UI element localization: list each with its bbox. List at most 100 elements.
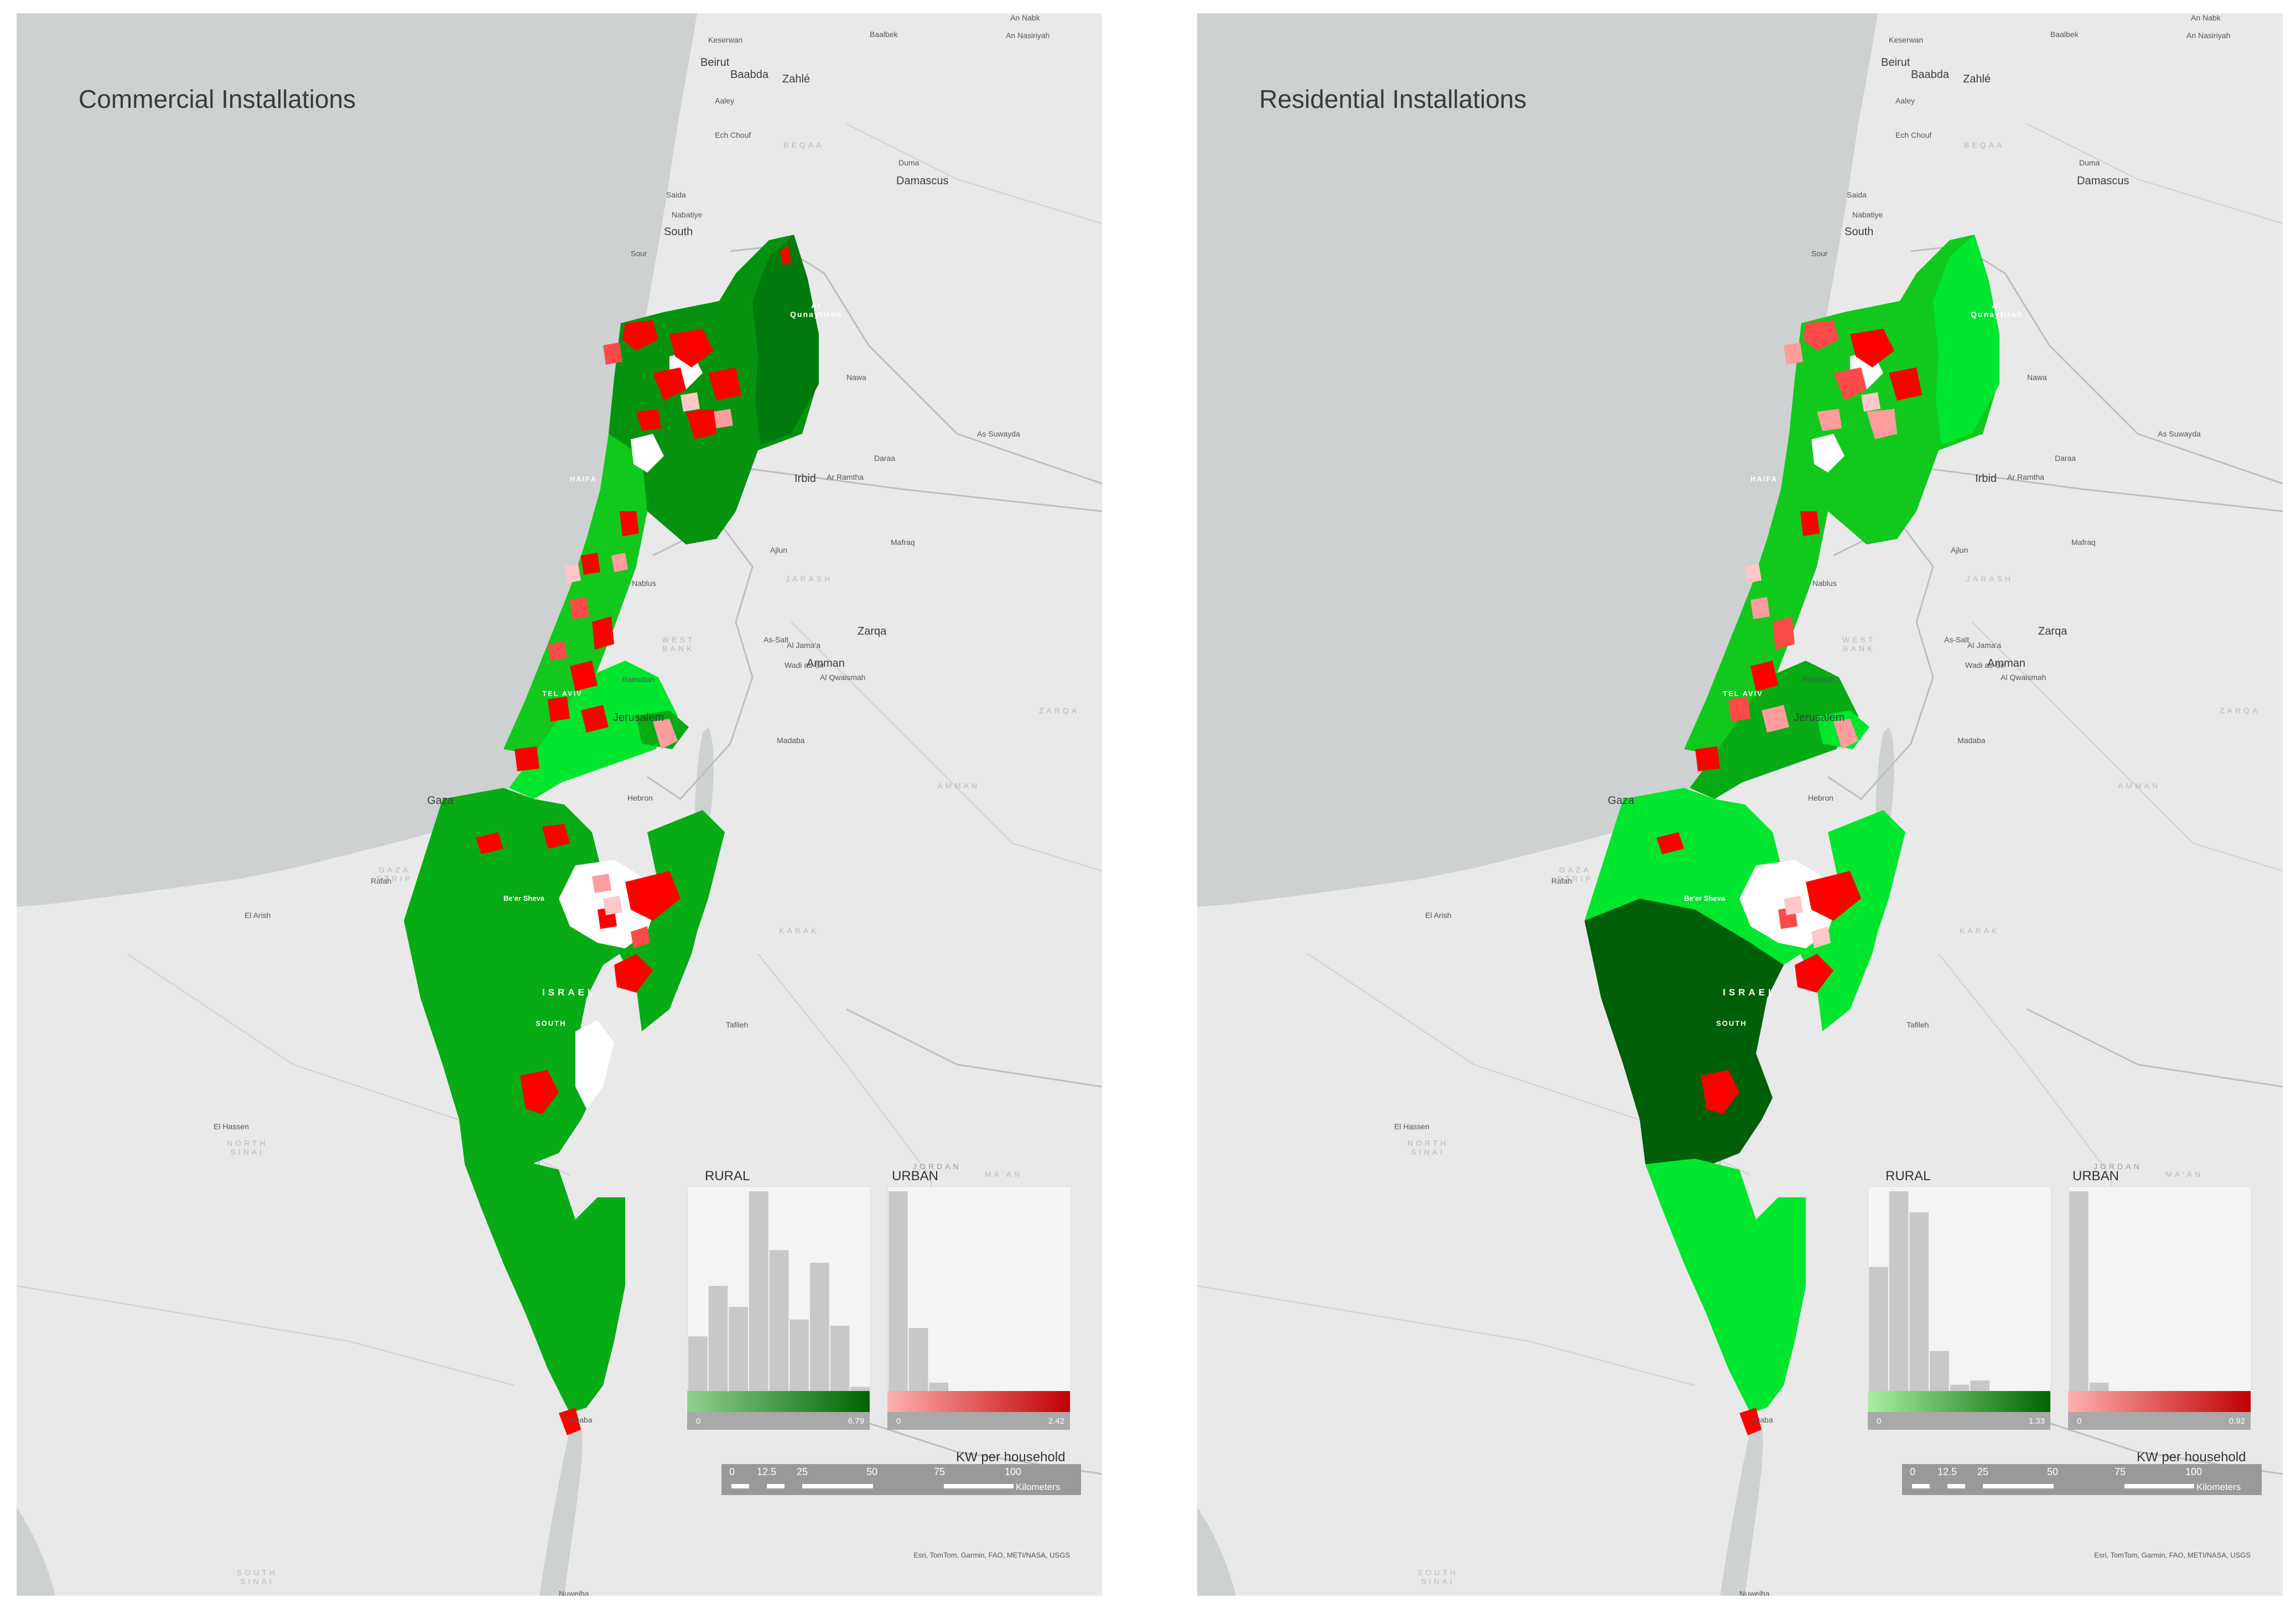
rural-histogram-bars (688, 1191, 870, 1402)
place-label: Aaley (1895, 96, 1915, 105)
scale-segment (2054, 1484, 2124, 1488)
region-label: BEQAA (783, 141, 824, 149)
place-label: Jerusalem (613, 712, 664, 724)
histogram-bar (729, 1307, 748, 1402)
histogram-bar (830, 1326, 850, 1402)
region-label: JARASH (1966, 574, 2014, 583)
scale-unit: Kilometers (1016, 1482, 1061, 1492)
place-label: Jerusalem (1794, 712, 1845, 724)
place-label: As-Salt (1944, 635, 1970, 644)
urban-regions (476, 246, 791, 1435)
place-label: Tafileh (726, 1020, 749, 1029)
scale-segment (785, 1484, 802, 1488)
scale-tick: 25 (797, 1466, 808, 1477)
region-label: JARASH (786, 574, 833, 583)
region-label: AMMAN (2118, 781, 2161, 790)
scale-ruler (731, 1484, 1014, 1488)
scale-tick: 75 (2115, 1466, 2126, 1477)
map-panel-commercial: Commercial Installations Beirut Baabda Z… (17, 13, 1102, 1596)
place-label: Beirut (1881, 56, 1910, 69)
dead-sea-east (1817, 810, 1905, 1015)
place-label: Keserwan (708, 35, 743, 44)
legend-urban-header: URBAN (2072, 1169, 2120, 1184)
place-label: Nablus (1812, 579, 1837, 588)
place-label: Nuweiba (1739, 1589, 1770, 1596)
place-label: An Nabk (1010, 13, 1040, 22)
mediterranean-sea (1197, 13, 1878, 907)
attribution: Esri, TomTom, Garmin, FAO, METI/NASA, US… (2094, 1551, 2251, 1559)
place-label: Gaza (427, 795, 454, 807)
region-label: WEST BANK (662, 635, 695, 653)
urban-max: 0.92 (2229, 1416, 2245, 1426)
place-label: Nablus (632, 579, 656, 588)
coastal-strip (1684, 434, 1828, 755)
scale-bar: 0 12.5 25 50 75 100 Kilometers (721, 1464, 1081, 1495)
region-label: TEL AVIV (1723, 689, 1763, 698)
dead-sea (1876, 727, 1894, 839)
place-label: South (1845, 226, 1874, 238)
place-label: Rafah (1551, 876, 1572, 885)
scale-unit: Kilometers (2196, 1482, 2241, 1492)
scale-tick: 25 (1977, 1466, 1989, 1477)
place-label: Aqaba (570, 1415, 593, 1424)
place-label: Aaley (715, 96, 735, 105)
place-label: Sour (1811, 249, 1828, 258)
map-panel-residential: Residential Installations Beirut Baabda … (1197, 13, 2283, 1596)
place-label: Rafah (371, 876, 392, 885)
panel-title: Residential Installations (1259, 85, 1527, 113)
place-label: Al Jama'a (1967, 641, 2002, 650)
place-label: An Nabk (2191, 13, 2221, 22)
place-label: Baabda (1911, 69, 1949, 81)
urban-max: 2.42 (1048, 1416, 1064, 1426)
place-label: Duma (2079, 158, 2100, 167)
place-label: Irbid (1975, 473, 1997, 485)
place-label: Wadi as-Sir (785, 661, 824, 670)
rural-color-ramp (1868, 1391, 2050, 1413)
gulf-of-suez (1197, 1507, 1236, 1596)
region-label: WEST BANK (1842, 635, 1876, 653)
place-label: El Hassen (214, 1122, 249, 1131)
golan (752, 235, 819, 445)
coastal-strip (503, 434, 647, 755)
rural-max: 6.79 (848, 1416, 864, 1426)
histogram-bar (810, 1263, 829, 1402)
scale-bar: 0 12.5 25 50 75 100 Kilometers (1902, 1464, 2262, 1495)
region-label: BEQAA (1964, 141, 2005, 149)
place-label: Duma (898, 158, 920, 167)
histogram-bar (789, 1319, 809, 1402)
basemap (17, 13, 1102, 1596)
region-label: KARAK (1960, 926, 2000, 935)
urban-histogram-bars (2069, 1191, 2149, 1402)
urban-min: 0 (896, 1416, 901, 1426)
urban-range: 0 2.42 (887, 1412, 1070, 1430)
rural-histogram (687, 1186, 871, 1403)
place-label: Nawa (2027, 373, 2047, 382)
place-label: Ajlun (770, 546, 788, 554)
place-label: El Arish (1425, 911, 1452, 920)
region-label: MA'AN (2165, 1170, 2204, 1179)
place-label: Ech Chouf (715, 131, 751, 139)
golan (1933, 235, 1999, 445)
gulf-of-aqaba (1720, 1424, 1763, 1596)
histogram-bar (708, 1286, 728, 1402)
attribution: Esri, TomTom, Garmin, FAO, METI/NASA, US… (913, 1551, 1070, 1559)
region-label: GAZA STRIP (376, 865, 413, 883)
urban-color-ramp (887, 1391, 1070, 1413)
place-label: Daraa (2055, 454, 2076, 463)
place-label: Sour (631, 249, 647, 258)
legend-unit: KW per household (2137, 1450, 2246, 1465)
place-label: As-Salt (763, 635, 789, 644)
region-label: ZARQA (2220, 706, 2261, 715)
place-label: Baalbek (2050, 30, 2079, 39)
rural-color-ramp (687, 1391, 870, 1413)
region-label: ZARQA (1039, 706, 1080, 715)
scale-tick: 100 (1005, 1466, 1022, 1477)
scale-tick: 12.5 (1937, 1466, 1957, 1477)
place-label: As Suwayda (2158, 429, 2201, 438)
region-label: HAIFA (1750, 475, 1778, 483)
place-label: El Hassen (1394, 1122, 1430, 1131)
place-label: Al Qwaismah (2001, 673, 2046, 682)
place-label: Aqaba (1750, 1415, 1773, 1424)
legend-urban-header: URBAN (892, 1169, 939, 1184)
region-label: AMMAN (937, 781, 980, 790)
